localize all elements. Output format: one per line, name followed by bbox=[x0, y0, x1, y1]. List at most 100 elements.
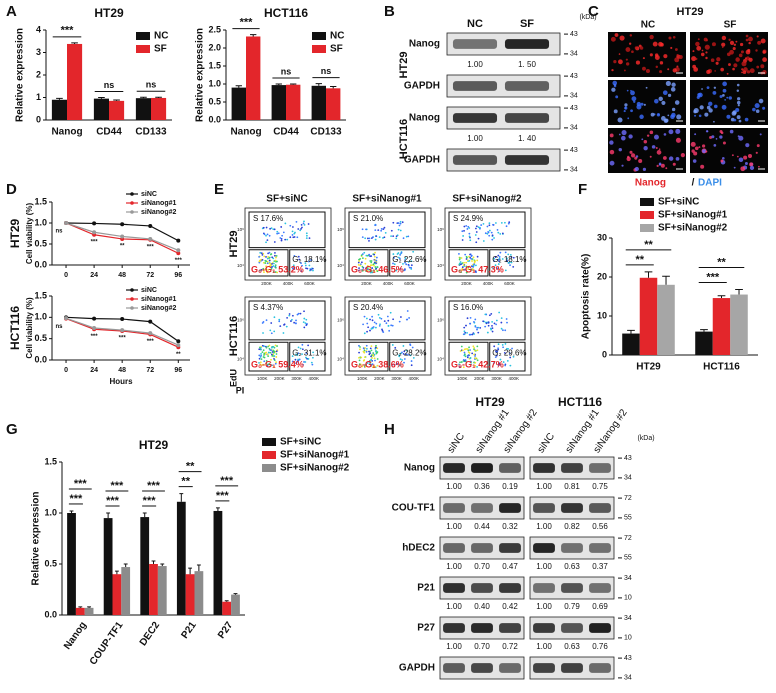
y-tick-label: 1 bbox=[36, 92, 41, 102]
cell-dot bbox=[370, 270, 373, 272]
cell-dot bbox=[492, 223, 494, 226]
cell-dot bbox=[376, 347, 379, 350]
point bbox=[148, 236, 153, 241]
cell-dot bbox=[464, 253, 467, 256]
cell-dot bbox=[464, 268, 467, 271]
cell-dot bbox=[303, 326, 306, 329]
cell-dot bbox=[504, 364, 507, 367]
cell-dot bbox=[296, 354, 299, 357]
legend-swatch bbox=[640, 198, 654, 206]
legend-label: SF+siNC bbox=[658, 197, 699, 208]
cell-dot bbox=[273, 357, 275, 360]
cell-signal bbox=[642, 57, 645, 60]
cell-signal bbox=[639, 114, 644, 120]
cell-dot bbox=[495, 319, 498, 322]
significance-label: *** bbox=[91, 334, 99, 340]
cell-signal bbox=[694, 146, 699, 151]
cell-dot bbox=[475, 241, 478, 244]
gate bbox=[448, 211, 526, 277]
cell-dot bbox=[372, 236, 374, 238]
cell-dot bbox=[365, 344, 368, 347]
cell-dot bbox=[463, 351, 466, 354]
cell-dot bbox=[381, 328, 383, 331]
y-tick-label: 2.0 bbox=[208, 42, 221, 52]
cell-dot bbox=[274, 362, 277, 365]
significance-label: *** bbox=[706, 271, 720, 283]
x-tick-label: P21 bbox=[180, 620, 199, 641]
point bbox=[148, 223, 153, 228]
y-axis-label: Relative expression bbox=[15, 28, 26, 122]
y-tick-label: 10⁴ bbox=[337, 263, 344, 268]
error-bar bbox=[224, 600, 229, 602]
cell-signal bbox=[742, 70, 747, 75]
x-tick-label: 400K bbox=[509, 376, 520, 381]
cell-dot bbox=[465, 324, 467, 327]
bar bbox=[194, 571, 204, 615]
cell-dot bbox=[405, 263, 408, 266]
cell-dot bbox=[362, 350, 365, 353]
cell-dot bbox=[470, 258, 473, 260]
cell-signal bbox=[747, 154, 753, 159]
panel-label: G bbox=[6, 421, 18, 438]
error-bar bbox=[235, 85, 242, 88]
gate-label: G₂ 31.1% bbox=[292, 348, 326, 357]
cell-signal bbox=[630, 90, 635, 96]
cell-signal bbox=[643, 146, 648, 151]
y-tick-label: 0.5 bbox=[44, 558, 57, 568]
cell-dot bbox=[373, 255, 376, 258]
error-bar bbox=[644, 271, 653, 278]
cell-dot bbox=[460, 345, 463, 348]
cell-dot bbox=[378, 325, 381, 327]
cell-dot bbox=[405, 318, 408, 321]
cell-dot bbox=[497, 347, 500, 350]
cell-dot bbox=[364, 237, 367, 240]
cell-signal bbox=[659, 61, 664, 65]
cell-dot bbox=[473, 353, 475, 356]
significance-label: *** bbox=[143, 495, 157, 507]
cell-dot bbox=[303, 220, 305, 223]
cell-dot bbox=[273, 365, 275, 368]
cell-dot bbox=[274, 252, 276, 254]
cell-dot bbox=[468, 352, 471, 354]
cell-signal bbox=[728, 96, 732, 100]
cell-dot bbox=[372, 352, 375, 354]
cell-dot bbox=[474, 355, 476, 357]
bar bbox=[93, 98, 109, 120]
quant-label: 0.75 bbox=[592, 482, 608, 491]
legend-swatch bbox=[130, 288, 134, 292]
cell-signal bbox=[721, 104, 727, 110]
cell-dot bbox=[399, 358, 402, 361]
cell-dot bbox=[274, 254, 276, 257]
cell-signal bbox=[658, 96, 663, 102]
error-bar bbox=[106, 512, 111, 519]
cell-signal bbox=[729, 129, 734, 134]
cell-dot bbox=[272, 262, 275, 265]
cell-dot bbox=[462, 264, 465, 266]
cell-dot bbox=[265, 362, 268, 365]
error-bar bbox=[290, 83, 297, 85]
cell-dot bbox=[500, 327, 503, 330]
cell-dot bbox=[371, 267, 374, 269]
blot-band bbox=[499, 463, 521, 473]
cell-dot bbox=[409, 344, 412, 346]
cell-dot bbox=[258, 357, 261, 360]
cell-signal bbox=[667, 114, 670, 117]
protein-label: Nanog bbox=[409, 113, 440, 124]
cell-dot bbox=[304, 361, 307, 363]
cell-dot bbox=[295, 353, 297, 356]
cell-signal bbox=[629, 150, 633, 154]
cell-dot bbox=[401, 359, 404, 361]
cell-dot bbox=[270, 253, 273, 255]
cell-signal bbox=[740, 166, 746, 172]
cell-dot bbox=[380, 317, 383, 320]
cell-signal bbox=[635, 155, 639, 158]
panel-title: HT29 bbox=[677, 6, 704, 18]
cell-signal bbox=[659, 70, 663, 74]
cell-dot bbox=[366, 322, 369, 325]
cell-dot bbox=[291, 360, 294, 363]
cell-dot bbox=[358, 351, 360, 354]
cell-dot bbox=[266, 363, 269, 366]
y-tick-label: 1.0 bbox=[208, 78, 221, 88]
cell-dot bbox=[293, 236, 296, 238]
error-bar bbox=[717, 295, 726, 299]
